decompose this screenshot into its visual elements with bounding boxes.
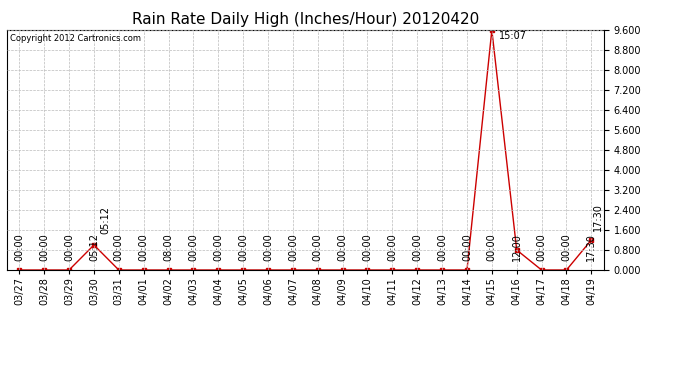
Text: 00:00: 00:00 [64, 234, 74, 261]
Text: 00:00: 00:00 [462, 234, 472, 261]
Text: 00:00: 00:00 [238, 234, 248, 261]
Text: Copyright 2012 Cartronics.com: Copyright 2012 Cartronics.com [10, 34, 141, 43]
Text: 17:30: 17:30 [586, 233, 596, 261]
Text: 00:00: 00:00 [14, 234, 24, 261]
Text: 08:00: 08:00 [164, 234, 174, 261]
Text: 00:00: 00:00 [213, 234, 224, 261]
Text: 00:00: 00:00 [387, 234, 397, 261]
Text: 00:00: 00:00 [139, 234, 148, 261]
Text: 00:00: 00:00 [437, 234, 447, 261]
Text: 00:00: 00:00 [188, 234, 199, 261]
Text: 00:00: 00:00 [487, 234, 497, 261]
Title: Rain Rate Daily High (Inches/Hour) 20120420: Rain Rate Daily High (Inches/Hour) 20120… [132, 12, 479, 27]
Text: 12:00: 12:00 [512, 233, 522, 261]
Text: 15:07: 15:07 [500, 31, 527, 41]
Text: 00:00: 00:00 [39, 234, 49, 261]
Text: 00:00: 00:00 [412, 234, 422, 261]
Text: 00:00: 00:00 [288, 234, 298, 261]
Text: 00:00: 00:00 [337, 234, 348, 261]
Text: 00:00: 00:00 [313, 234, 323, 261]
Text: 00:00: 00:00 [537, 234, 546, 261]
Text: 00:00: 00:00 [263, 234, 273, 261]
Text: 00:00: 00:00 [362, 234, 373, 261]
Text: 05:12: 05:12 [100, 206, 110, 234]
Text: 17:30: 17:30 [593, 203, 602, 231]
Text: 00:00: 00:00 [562, 234, 571, 261]
Text: 05:12: 05:12 [89, 233, 99, 261]
Text: 00:00: 00:00 [114, 234, 124, 261]
